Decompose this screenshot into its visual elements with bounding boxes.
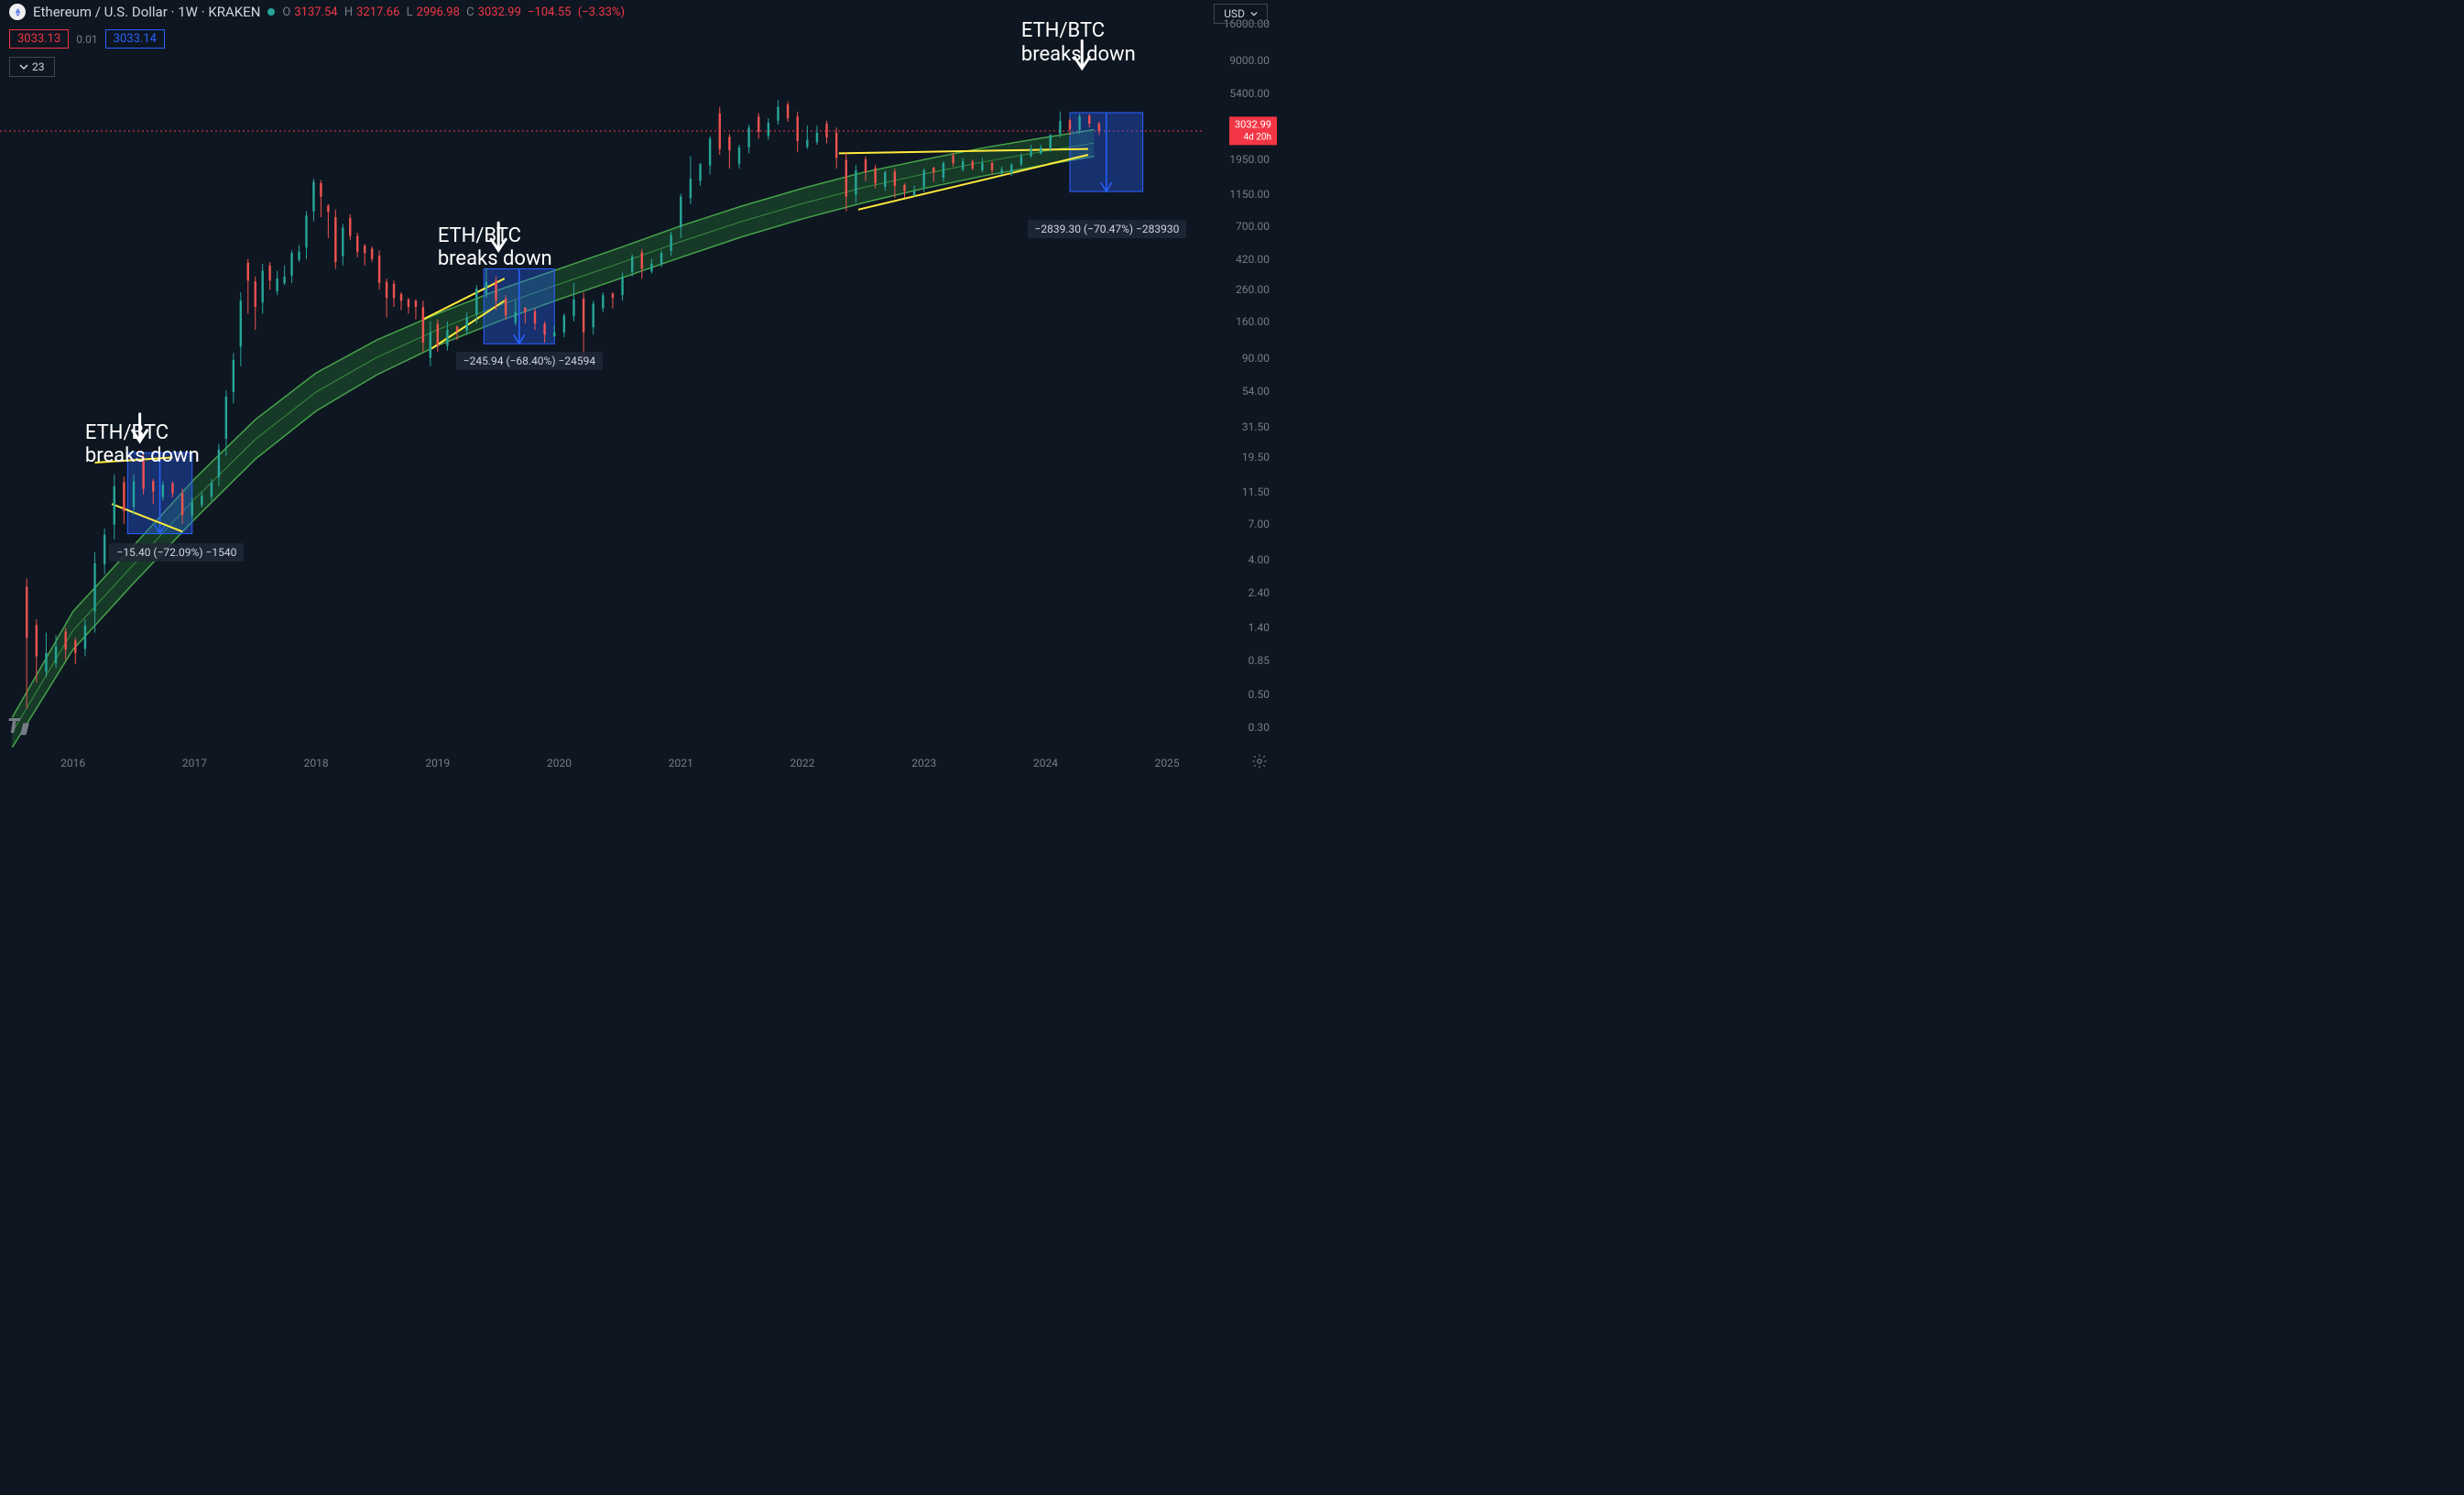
chart-svg bbox=[0, 0, 1204, 748]
y-tick: 0.85 bbox=[1248, 654, 1270, 667]
y-tick: 1950.00 bbox=[1229, 153, 1270, 166]
x-axis[interactable]: 2016 2017 2018 2019 2020 2021 2022 2023 2024 2025 bbox=[0, 748, 1204, 775]
x-tick: 2025 bbox=[1155, 757, 1180, 769]
y-tick: 1.40 bbox=[1248, 621, 1270, 634]
currency-selector[interactable]: USD bbox=[1214, 4, 1268, 24]
x-tick: 2024 bbox=[1033, 757, 1058, 769]
tradingview-logo: T▮ bbox=[7, 715, 27, 738]
annotation-text: ETH/BTCbreaks down bbox=[85, 421, 200, 468]
y-tick: 0.30 bbox=[1248, 721, 1270, 734]
x-tick: 2021 bbox=[669, 757, 693, 769]
y-tick: 7.00 bbox=[1248, 518, 1270, 530]
y-axis[interactable]: 16000.009000.005400.003032.994d 20h1950.… bbox=[1204, 0, 1277, 748]
annotation-text: ETH/BTCbreaks down bbox=[1021, 19, 1136, 66]
y-tick: 11.50 bbox=[1242, 486, 1270, 498]
y-tick: 19.50 bbox=[1242, 451, 1270, 464]
y-tick: 260.00 bbox=[1236, 283, 1270, 296]
x-tick: 2020 bbox=[547, 757, 572, 769]
annotation-text: ETH/BTCbreaks down bbox=[438, 224, 552, 271]
measure-label: −15.40 (−72.09%) −1540 bbox=[109, 543, 244, 562]
x-tick: 2019 bbox=[425, 757, 450, 769]
x-tick: 2018 bbox=[304, 757, 329, 769]
y-tick: 31.50 bbox=[1242, 420, 1270, 433]
y-tick: 2.40 bbox=[1248, 586, 1270, 599]
chart-area[interactable]: −15.40 (−72.09%) −1540 −245.94 (−68.40%) … bbox=[0, 0, 1204, 748]
y-tick: 9000.00 bbox=[1229, 54, 1270, 67]
measure-label: −2839.30 (−70.47%) −283930 bbox=[1028, 220, 1187, 238]
symbol-title[interactable]: Ethereum / U.S. Dollar · 1W · KRAKEN bbox=[33, 4, 260, 20]
x-tick: 2022 bbox=[790, 757, 815, 769]
ask-price[interactable]: 3033.14 bbox=[105, 29, 165, 49]
y-tick: 54.00 bbox=[1242, 385, 1270, 398]
last-price-tag: 3032.994d 20h bbox=[1229, 116, 1277, 145]
indicator-toggle[interactable]: 23 bbox=[9, 57, 55, 77]
chart-header: Ethereum / U.S. Dollar · 1W · KRAKEN O31… bbox=[9, 4, 628, 20]
measure-label: −245.94 (−68.40%) −24594 bbox=[456, 352, 603, 370]
x-tick: 2016 bbox=[60, 757, 85, 769]
x-tick: 2023 bbox=[911, 757, 936, 769]
settings-icon[interactable] bbox=[1251, 753, 1268, 769]
x-tick: 2017 bbox=[182, 757, 207, 769]
y-tick: 160.00 bbox=[1236, 315, 1270, 328]
ethereum-icon bbox=[9, 4, 26, 20]
bid-price[interactable]: 3033.13 bbox=[9, 29, 69, 49]
y-tick: 420.00 bbox=[1236, 253, 1270, 266]
y-tick: 90.00 bbox=[1242, 352, 1270, 365]
y-tick: 4.00 bbox=[1248, 553, 1270, 566]
y-tick: 5400.00 bbox=[1229, 87, 1270, 100]
y-tick: 0.50 bbox=[1248, 688, 1270, 701]
y-tick: 700.00 bbox=[1236, 220, 1270, 233]
bid-ask-row: 3033.13 0.01 3033.14 bbox=[9, 29, 165, 49]
market-status-dot bbox=[267, 8, 275, 16]
y-tick: 1150.00 bbox=[1229, 188, 1270, 201]
ohlc-readout: O3137.54 H3217.66 L2996.98 C3032.99 −104… bbox=[282, 5, 628, 19]
spread: 0.01 bbox=[76, 33, 97, 46]
